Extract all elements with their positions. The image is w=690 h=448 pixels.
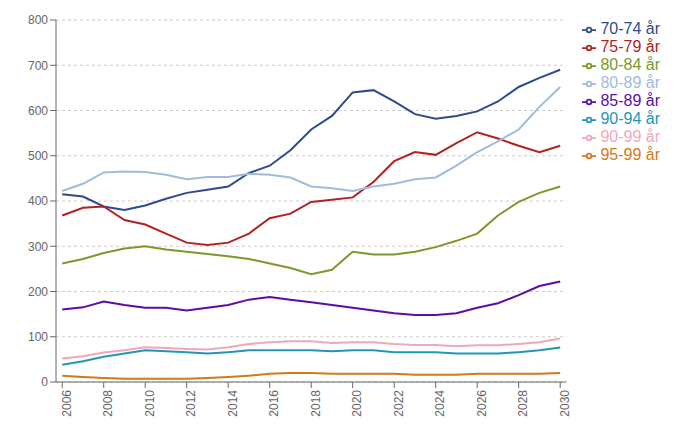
html-text:90-94 år: 90-94 år <box>600 110 660 127</box>
svg-text:100: 100 <box>28 330 48 344</box>
svg-text:2022: 2022 <box>392 390 406 417</box>
html-text:85-89 år: 85-89 år <box>600 92 660 109</box>
svg-text:700: 700 <box>28 59 48 73</box>
svg-text:800: 800 <box>28 13 48 27</box>
html-text:80-84 år: 80-84 år <box>600 56 660 73</box>
svg-text:2026: 2026 <box>475 390 489 417</box>
svg-text:500: 500 <box>28 149 48 163</box>
html-text:95-99 år: 95-99 år <box>600 146 660 163</box>
svg-text:2030: 2030 <box>558 390 572 417</box>
html-text:80-89 år: 80-89 år <box>600 74 660 91</box>
svg-text:2020: 2020 <box>350 390 364 417</box>
svg-text:2008: 2008 <box>101 390 115 417</box>
svg-text:300: 300 <box>28 240 48 254</box>
svg-text:600: 600 <box>28 104 48 118</box>
html-text:90-99 år: 90-99 år <box>600 128 660 145</box>
svg-text:2014: 2014 <box>226 390 240 417</box>
svg-text:400: 400 <box>28 194 48 208</box>
svg-text:2028: 2028 <box>516 390 530 417</box>
svg-text:2016: 2016 <box>267 390 281 417</box>
svg-text:2024: 2024 <box>433 390 447 417</box>
svg-text:2010: 2010 <box>143 390 157 417</box>
html-text:70-74 år: 70-74 år <box>600 20 660 37</box>
svg-text:0: 0 <box>41 375 48 389</box>
html-text:75-79 år: 75-79 år <box>600 38 660 55</box>
svg-text:2012: 2012 <box>184 390 198 417</box>
svg-text:200: 200 <box>28 285 48 299</box>
svg-text:2018: 2018 <box>309 390 323 417</box>
svg-text:2006: 2006 <box>60 390 74 417</box>
